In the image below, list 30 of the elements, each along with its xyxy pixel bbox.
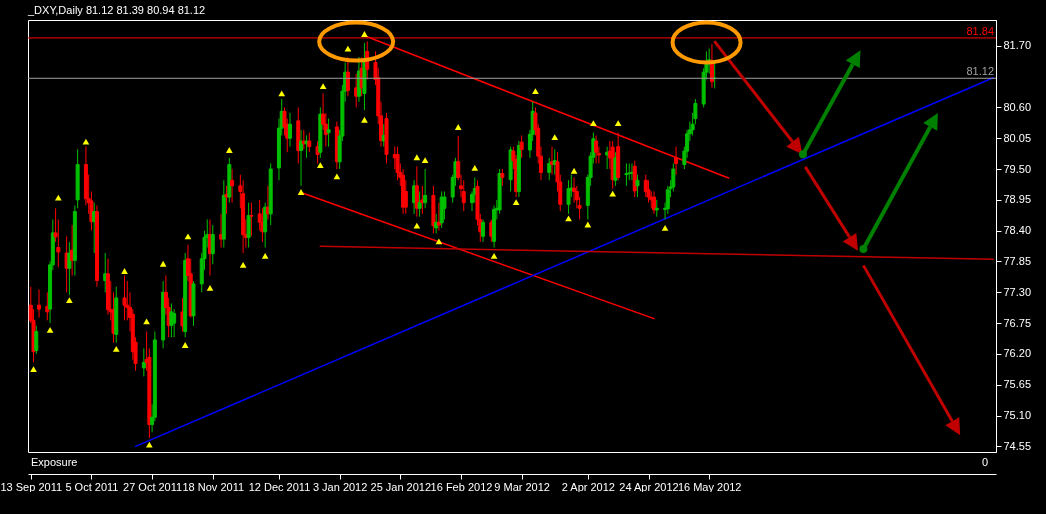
x-tick-label: 5 Oct 2011 xyxy=(65,480,119,493)
y-tick-label: 75.65 xyxy=(1003,378,1032,391)
x-tick-label: 3 Jan 2012 xyxy=(312,480,368,493)
y-tick-label: 77.30 xyxy=(1003,285,1032,298)
y-tick-label: 79.50 xyxy=(1003,162,1032,175)
y-tick-label: 81.70 xyxy=(1003,39,1032,52)
y-tick-label: 74.55 xyxy=(1003,439,1032,452)
y-tick-label: 80.60 xyxy=(1003,100,1032,113)
x-tick-label: 13 Sep 2011 xyxy=(0,480,63,493)
y-tick-label: 80.05 xyxy=(1003,131,1032,144)
x-tick-label: 25 Jan 2012 xyxy=(370,480,432,493)
ref-line-label: 81.84 xyxy=(966,24,994,37)
x-tick-label: 24 Apr 2012 xyxy=(619,480,679,493)
y-tick-label: 75.10 xyxy=(1003,409,1032,422)
x-tick-label: 27 Oct 2011 xyxy=(123,480,183,493)
x-tick-label: 16 Feb 2012 xyxy=(430,480,493,493)
x-tick-label: 2 Apr 2012 xyxy=(561,480,615,493)
x-tick-label: 16 May 2012 xyxy=(677,480,742,493)
text: Exposure xyxy=(31,456,78,468)
y-tick-label: 78.95 xyxy=(1003,193,1032,206)
y-tick-label: 76.75 xyxy=(1003,316,1032,329)
x-tick-label: 12 Dec 2011 xyxy=(248,480,311,493)
x-tick-label: 9 Mar 2012 xyxy=(494,480,550,493)
ref-line-label: 81.12 xyxy=(966,65,994,78)
x-tick-label: 18 Nov 2011 xyxy=(182,480,245,493)
y-tick-label: 77.85 xyxy=(1003,254,1032,267)
y-tick-label: 76.20 xyxy=(1003,347,1032,360)
chart-title: _DXY,Daily 81.12 81.39 80.94 81.12 xyxy=(27,4,206,16)
y-tick-label: 78.40 xyxy=(1003,224,1032,237)
text: 0 xyxy=(982,456,989,468)
